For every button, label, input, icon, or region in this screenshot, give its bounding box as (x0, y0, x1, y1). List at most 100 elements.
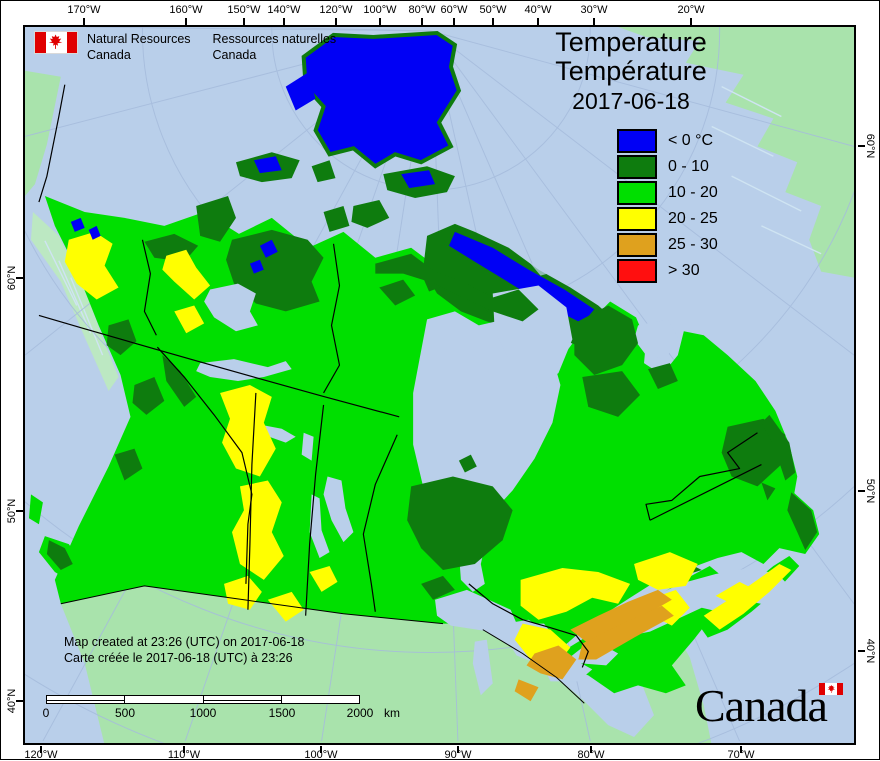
title-fr: Température (555, 56, 707, 86)
created-en: Map created at 23:26 (UTC) on 2017-06-18 (64, 635, 305, 649)
lon-label: 80°W (408, 4, 436, 16)
legend-swatch (617, 181, 657, 205)
boundaries (38, 84, 762, 704)
manitoba-ontario-border (362, 434, 398, 612)
lake-superior (435, 589, 517, 634)
scale-tick-label: 2000 (346, 706, 374, 720)
yukon-warm (64, 231, 119, 300)
alberta-sask-border (247, 392, 257, 610)
lat-label: 50°N (6, 498, 18, 524)
maple-leaf-icon (46, 32, 67, 53)
title-en: Temperature (555, 27, 707, 57)
yukon-cold-specks (70, 217, 101, 240)
legend-item: 25 - 30 (617, 233, 718, 257)
logo-text-fr: Ressources naturelles Canada (212, 32, 337, 62)
legend-item: 20 - 25 (617, 207, 718, 231)
hudson-lowlands-patch (407, 476, 513, 570)
baffin-mountains (448, 231, 595, 324)
bc-alberta-border (156, 346, 253, 584)
ontario-quebec-border (468, 583, 589, 668)
ungava-patch (574, 305, 639, 376)
canada-temperature-map (25, 27, 854, 743)
scale-tick-label: 500 (114, 706, 136, 720)
alberta-warm-south (232, 480, 284, 580)
lat-label: 40°N (864, 638, 876, 664)
alaska (25, 70, 61, 197)
lon-label: 100°W (363, 4, 397, 16)
lon-label: 160°W (169, 4, 203, 16)
canada-us-border (60, 585, 585, 704)
sixtieth-parallel (38, 314, 400, 418)
legend-item: 0 - 10 (617, 155, 718, 179)
quebec-south-warm (634, 552, 698, 590)
lon-label: 70°W (727, 749, 755, 761)
lat-label: 60°N (6, 265, 18, 291)
lon-label: 170°W (67, 4, 101, 16)
lat-label: 60°N (864, 133, 876, 159)
logo-text-en: Natural Resources Canada (87, 32, 191, 62)
quebec-labrador-border (645, 432, 762, 521)
lon-label: 90°W (444, 749, 472, 761)
wordmark-flag-icon (819, 683, 843, 695)
belcher-islands (458, 454, 477, 473)
legend-label: 0 - 10 (668, 158, 709, 175)
lake-michigan (472, 639, 493, 696)
scale-tick-label: 1000 (189, 706, 217, 720)
greenland (618, 27, 854, 278)
nova-scotia-warm (703, 564, 792, 630)
hot-patches (514, 589, 674, 702)
lon-label: 150°W (227, 4, 261, 16)
arctic-islands (196, 30, 619, 348)
creation-timestamp: Map created at 23:26 (UTC) on 2017-06-18… (64, 634, 304, 666)
legend-swatch (617, 129, 657, 153)
lon-label: 140°W (267, 4, 301, 16)
alberta-warm-north (220, 385, 276, 477)
legend-label: 10 - 20 (668, 184, 718, 201)
lon-label: 120°W (24, 749, 58, 761)
legend-label: 25 - 30 (668, 236, 718, 253)
canada-flag-icon (34, 31, 78, 54)
lon-label: 50°W (479, 4, 507, 16)
great-bear-lake (204, 283, 258, 332)
nettilling-lake (530, 259, 563, 276)
lon-label: 110°W (167, 749, 201, 761)
legend-label: < 0 °C (668, 132, 714, 149)
scale-unit-label: km (384, 706, 400, 720)
lon-label: 100°W (304, 749, 338, 761)
lake-winnipeg (323, 476, 354, 543)
haida-gwaii (28, 494, 43, 525)
legend-item: > 30 (617, 259, 718, 283)
legend-swatch (617, 207, 657, 231)
lon-label: 60°W (440, 4, 468, 16)
reindeer-lake (301, 432, 314, 461)
ontario-warm (520, 567, 631, 620)
scale-tick-label: 0 (42, 706, 50, 720)
sask-manitoba-border (305, 404, 325, 616)
st-lawrence-valley-hot (570, 589, 672, 644)
legend-label: 20 - 25 (668, 210, 718, 227)
temperature-legend: < 0 °C 0 - 10 10 - 20 20 - 25 25 - 30 > … (617, 129, 718, 286)
warm-patches (64, 231, 792, 666)
lat-label: 40°N (6, 688, 18, 714)
canada-wordmark: Canada (695, 680, 843, 731)
legend-item: 10 - 20 (617, 181, 718, 205)
lon-label: 80°W (577, 749, 605, 761)
map-canvas (23, 25, 856, 745)
lon-label: 120°W (319, 4, 353, 16)
nwt-nunavut-border (323, 243, 341, 394)
title-date: 2017-06-18 (572, 88, 690, 114)
scale-bar: 0 500 1000 1500 2000 km (42, 695, 400, 720)
lon-label: 40°W (524, 4, 552, 16)
ungava-bay (634, 319, 678, 360)
created-fr: Carte créée le 2017-06-18 (UTC) à 23:26 (64, 651, 293, 665)
scale-bar-graphic (46, 695, 360, 704)
wordmark-text: Canada (695, 680, 828, 731)
quebec-labrador (482, 301, 798, 648)
sw-ontario-hot (526, 645, 577, 680)
banks-island (196, 196, 236, 242)
government-logo: Natural Resources Canada Ressources natu… (34, 31, 336, 63)
alaska-yukon-border (38, 84, 66, 203)
lat-label: 50°N (864, 478, 876, 504)
map-title: Temperature Température 2017-06-18 (499, 28, 763, 116)
